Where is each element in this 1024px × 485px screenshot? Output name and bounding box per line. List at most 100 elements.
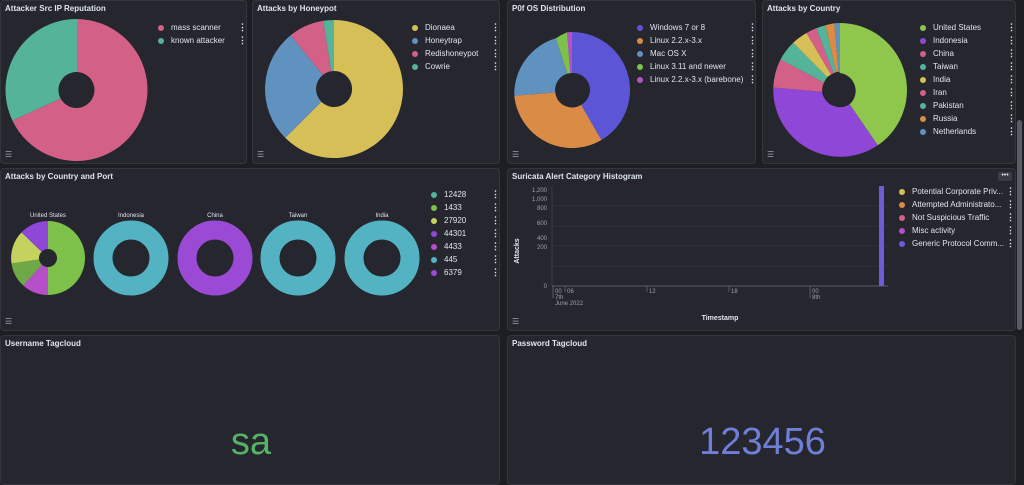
legend-item[interactable]: Windows 7 or 8 ⋮ <box>637 21 755 34</box>
legend-label: Misc activity <box>912 226 956 235</box>
legend-item[interactable]: 27920 ⋮ <box>431 214 500 227</box>
legend-item[interactable]: China ⋮ <box>920 47 1016 60</box>
legend-color-dot <box>899 201 905 208</box>
legend-options-icon[interactable]: ⋮ <box>748 60 755 73</box>
legend-toggle-icon[interactable]: ☰ <box>767 150 775 159</box>
y-tick-label: 600 <box>537 221 548 227</box>
legend-label: Potential Corporate Priv... <box>912 187 1004 196</box>
legend-options-icon[interactable]: ⋮ <box>238 22 247 32</box>
legend-item[interactable]: Potential Corporate Priv... ⋮ <box>899 185 1015 198</box>
legend-options-icon[interactable]: ⋮ <box>491 48 500 58</box>
legend-options-icon[interactable]: ⋮ <box>1007 126 1016 136</box>
legend-color-dot <box>637 63 643 70</box>
legend-options-icon[interactable]: ⋮ <box>491 267 500 277</box>
china-ring <box>177 220 253 296</box>
p0f-donut[interactable] <box>508 1 756 164</box>
legend-item[interactable]: Russia ⋮ <box>920 112 1016 125</box>
legend-item[interactable]: Cowrie ⋮ <box>412 60 500 73</box>
panel-attacks-by-honeypot: Attacks by Honeypot Dionaea ⋮ Honeytrap ⋮ … <box>252 0 500 164</box>
slice-taiwan <box>780 42 828 83</box>
legend-color-dot <box>899 227 905 234</box>
reputation-donut[interactable] <box>1 1 247 164</box>
legend-options-icon[interactable]: ⋮ <box>1006 186 1015 196</box>
panel-title: Suricata Alert Category Histogram <box>512 172 643 181</box>
legend-item[interactable]: 44301 ⋮ <box>431 227 500 240</box>
legend-item[interactable]: Linux 2.2.x-3.x ⋮ <box>637 34 755 47</box>
legend-toggle-icon[interactable]: ☰ <box>512 150 520 159</box>
slice-iran <box>806 28 834 75</box>
legend-options-icon[interactable]: ⋮ <box>748 73 755 86</box>
tagcloud-word[interactable]: sa <box>230 421 272 463</box>
histogram-bar <box>879 186 884 286</box>
legend-options-icon[interactable]: ⋮ <box>491 254 500 264</box>
legend-options-icon[interactable]: ⋮ <box>1007 74 1016 84</box>
legend-options-icon[interactable]: ⋮ <box>491 202 500 212</box>
legend-options-icon[interactable]: ⋮ <box>491 241 500 251</box>
legend-options-icon[interactable]: ⋮ <box>491 189 500 199</box>
legend-item[interactable]: Redishoneypot ⋮ <box>412 47 500 60</box>
panel-options-button[interactable]: ••• <box>998 172 1012 181</box>
legend-item[interactable]: Attempted Administrato... ⋮ <box>899 198 1015 211</box>
legend-item[interactable]: 1433 ⋮ <box>431 201 500 214</box>
legend-label: Not Suspicious Traffic <box>912 213 990 222</box>
legend-options-icon[interactable]: ⋮ <box>1007 22 1016 32</box>
legend-item[interactable]: Iran ⋮ <box>920 86 1016 99</box>
legend-toggle-icon[interactable]: ☰ <box>5 150 13 159</box>
legend-item[interactable]: United States ⋮ <box>920 21 1016 34</box>
legend-options-icon[interactable]: ⋮ <box>1006 212 1015 222</box>
legend-item[interactable]: Mac OS X ⋮ <box>637 47 755 60</box>
legend-options-icon[interactable]: ⋮ <box>491 215 500 225</box>
legend-item[interactable]: 6379 ⋮ <box>431 266 500 279</box>
legend-options-icon[interactable]: ⋮ <box>1006 199 1015 209</box>
legend-options-icon[interactable]: ⋮ <box>1006 225 1015 235</box>
legend-item[interactable]: 12428 ⋮ <box>431 188 500 201</box>
legend-color-dot <box>899 188 905 195</box>
legend-item[interactable]: Honeytrap ⋮ <box>412 34 500 47</box>
legend-item[interactable]: Linux 3.11 and newer ⋮ <box>637 60 755 73</box>
legend-options-icon[interactable]: ⋮ <box>1007 100 1016 110</box>
tagcloud-word[interactable]: 123456 <box>699 421 826 463</box>
legend-item[interactable]: Misc activity ⋮ <box>899 224 1015 237</box>
honeypot-donut[interactable] <box>253 1 500 164</box>
legend-options-icon[interactable]: ⋮ <box>1007 113 1016 123</box>
legend-item[interactable]: Taiwan ⋮ <box>920 60 1016 73</box>
legend-options-icon[interactable]: ⋮ <box>491 35 500 45</box>
legend-toggle-icon[interactable]: ☰ <box>512 317 520 326</box>
legend-item[interactable]: Dionaea ⋮ <box>412 21 500 34</box>
legend-item[interactable]: known attacker ⋮ <box>158 34 247 47</box>
legend-item[interactable]: Pakistan ⋮ <box>920 99 1016 112</box>
legend-item[interactable]: Netherlands ⋮ <box>920 125 1016 138</box>
page-scrollbar[interactable] <box>1017 120 1022 330</box>
legend-toggle-icon[interactable]: ☰ <box>5 317 13 326</box>
legend-options-icon[interactable]: ⋮ <box>1007 35 1016 45</box>
suricata-histogram[interactable]: Attacks 1,200 1,000 800 600 400 200 0 00… <box>508 169 893 331</box>
legend-item[interactable]: Not Suspicious Traffic ⋮ <box>899 211 1015 224</box>
legend-item[interactable]: Generic Protocol Comm... ⋮ <box>899 237 1015 250</box>
country-donut[interactable] <box>763 1 1016 164</box>
legend-item[interactable]: 4433 ⋮ <box>431 240 500 253</box>
legend-options-icon[interactable]: ⋮ <box>491 61 500 71</box>
legend-options-icon[interactable]: ⋮ <box>1007 87 1016 97</box>
legend-options-icon[interactable]: ⋮ <box>238 35 247 45</box>
legend-options-icon[interactable]: ⋮ <box>1006 238 1015 248</box>
legend-color-dot <box>431 204 437 211</box>
legend-label: Pakistan <box>933 101 964 110</box>
legend-color-dot <box>920 128 926 135</box>
legend-item[interactable]: India ⋮ <box>920 73 1016 86</box>
legend-options-icon[interactable]: ⋮ <box>1007 61 1016 71</box>
slice-mass-scanner <box>12 19 148 161</box>
legend-toggle-icon[interactable]: ☰ <box>257 150 265 159</box>
legend-item[interactable]: Linux 2.2.x-3.x (barebone) ⋮ <box>637 73 755 86</box>
slice-russia <box>825 23 839 73</box>
legend-options-icon[interactable]: ⋮ <box>748 47 755 60</box>
legend-options-icon[interactable]: ⋮ <box>748 34 755 47</box>
legend-options-icon[interactable]: ⋮ <box>1007 48 1016 58</box>
country-port-donuts[interactable]: United States Indonesia China Taiwan Ind… <box>1 169 421 331</box>
legend-item[interactable]: Indonesia ⋮ <box>920 34 1016 47</box>
legend-options-icon[interactable]: ⋮ <box>491 22 500 32</box>
legend-item[interactable]: mass scanner ⋮ <box>158 21 247 34</box>
x-tick-label: 8th <box>812 295 820 301</box>
legend-options-icon[interactable]: ⋮ <box>491 228 500 238</box>
legend-options-icon[interactable]: ⋮ <box>748 21 755 34</box>
legend-item[interactable]: 445 ⋮ <box>431 253 500 266</box>
